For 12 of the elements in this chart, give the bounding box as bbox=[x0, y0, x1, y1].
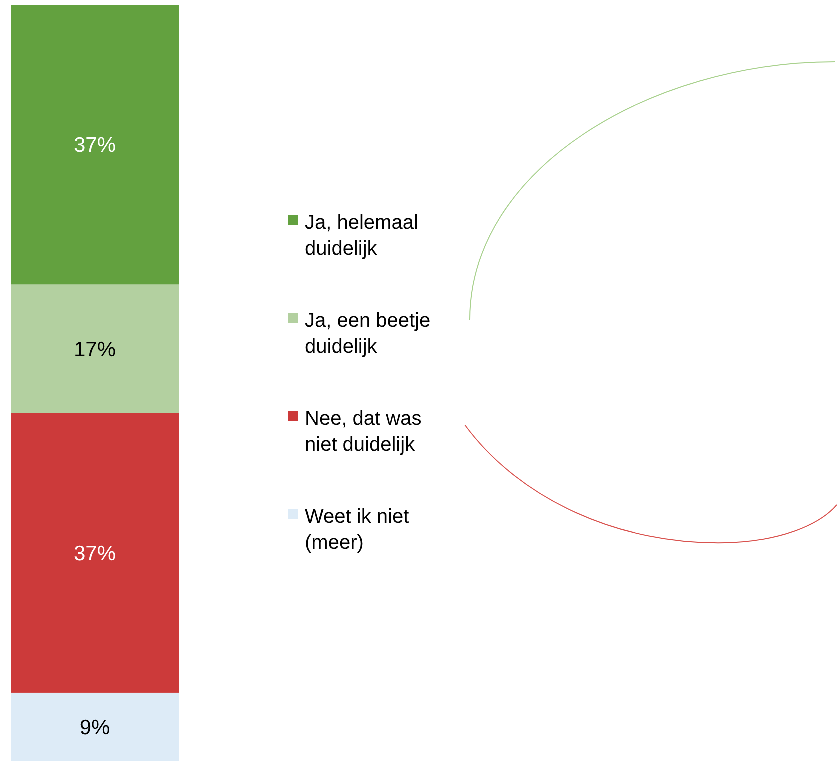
legend-label: Ja, helemaal duidelijk bbox=[305, 212, 418, 260]
bar bbox=[11, 284, 179, 414]
data-label: 37% bbox=[74, 542, 116, 566]
legend-label: Weet ik niet (meer) bbox=[305, 506, 410, 554]
legend-label: Nee, dat was niet duidelijk bbox=[305, 408, 422, 456]
bar bbox=[11, 413, 179, 693]
data-label: 9% bbox=[80, 716, 110, 740]
data-label: 17% bbox=[74, 338, 116, 362]
data-label: 37% bbox=[74, 134, 116, 158]
legend-label: Ja, een beetje duidelijk bbox=[305, 310, 431, 358]
bar bbox=[11, 5, 179, 285]
bar bbox=[11, 692, 179, 761]
